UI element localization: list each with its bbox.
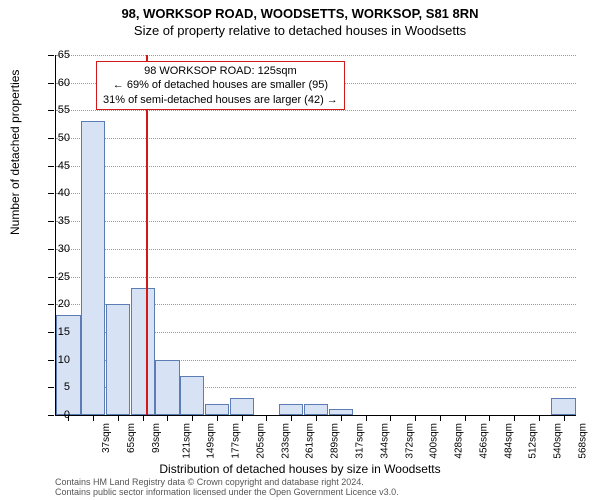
- y-tick-label: 55: [40, 104, 70, 116]
- x-tick: [167, 415, 168, 421]
- x-tick-label: 261sqm: [305, 423, 316, 459]
- y-tick-label: 45: [40, 160, 70, 172]
- x-tick: [440, 415, 441, 421]
- y-tick-label: 25: [40, 271, 70, 283]
- x-tick: [415, 415, 416, 421]
- y-tick-label: 60: [40, 77, 70, 89]
- x-tick: [465, 415, 466, 421]
- gridline: [56, 55, 576, 56]
- y-axis-title: Number of detached properties: [8, 70, 22, 235]
- x-tick: [390, 415, 391, 421]
- x-tick-label: 233sqm: [280, 423, 291, 459]
- gridline: [56, 110, 576, 111]
- gridline: [56, 249, 576, 250]
- x-tick: [266, 415, 267, 421]
- x-tick: [514, 415, 515, 421]
- x-axis-title: Distribution of detached houses by size …: [0, 462, 600, 476]
- x-tick-label: 344sqm: [379, 423, 390, 459]
- histogram-bar: [205, 404, 229, 415]
- annotation-line3: 31% of semi-detached houses are larger (…: [103, 93, 338, 107]
- histogram-bar: [131, 288, 155, 415]
- histogram-bar: [230, 398, 254, 415]
- title-main: 98, WORKSOP ROAD, WOODSETTS, WORKSOP, S8…: [0, 0, 600, 21]
- x-tick: [341, 415, 342, 421]
- x-tick: [489, 415, 490, 421]
- annotation-box: 98 WORKSOP ROAD: 125sqm ← 69% of detache…: [96, 61, 345, 110]
- x-tick: [118, 415, 119, 421]
- x-tick: [316, 415, 317, 421]
- y-tick-label: 35: [40, 215, 70, 227]
- gridline: [56, 221, 576, 222]
- x-tick-label: 400sqm: [429, 423, 440, 459]
- x-tick: [143, 415, 144, 421]
- y-tick-label: 0: [40, 409, 70, 421]
- histogram-bar: [106, 304, 130, 415]
- x-tick-label: 317sqm: [355, 423, 366, 459]
- y-tick-label: 50: [40, 132, 70, 144]
- gridline: [56, 138, 576, 139]
- x-tick-label: 372sqm: [404, 423, 415, 459]
- x-tick: [217, 415, 218, 421]
- footer-line2: Contains public sector information licen…: [55, 488, 399, 498]
- x-tick-label: 65sqm: [126, 423, 137, 453]
- y-tick-label: 20: [40, 298, 70, 310]
- annotation-line2: ← 69% of detached houses are smaller (95…: [103, 78, 338, 92]
- x-tick: [539, 415, 540, 421]
- histogram-bar: [551, 398, 575, 415]
- x-tick-label: 205sqm: [256, 423, 267, 459]
- x-tick-label: 149sqm: [206, 423, 217, 459]
- x-tick: [366, 415, 367, 421]
- y-tick-label: 30: [40, 243, 70, 255]
- histogram-bar: [304, 404, 328, 415]
- y-tick-label: 15: [40, 326, 70, 338]
- x-tick: [93, 415, 94, 421]
- x-tick-label: 484sqm: [503, 423, 514, 459]
- x-tick-label: 121sqm: [181, 423, 192, 459]
- x-tick-label: 456sqm: [478, 423, 489, 459]
- y-tick-label: 5: [40, 381, 70, 393]
- histogram-bar: [81, 121, 105, 415]
- x-tick-label: 37sqm: [101, 423, 112, 453]
- histogram-bar: [180, 376, 204, 415]
- x-tick-label: 568sqm: [577, 423, 588, 459]
- x-tick: [564, 415, 565, 421]
- footer-text: Contains HM Land Registry data © Crown c…: [55, 478, 399, 498]
- x-tick: [242, 415, 243, 421]
- gridline: [56, 277, 576, 278]
- x-tick: [192, 415, 193, 421]
- y-tick-label: 65: [40, 49, 70, 61]
- x-tick-label: 512sqm: [528, 423, 539, 459]
- x-tick-label: 428sqm: [454, 423, 465, 459]
- gridline: [56, 166, 576, 167]
- histogram-plot: 98 WORKSOP ROAD: 125sqm ← 69% of detache…: [55, 55, 576, 416]
- y-tick-label: 40: [40, 187, 70, 199]
- title-sub: Size of property relative to detached ho…: [0, 21, 600, 38]
- x-tick-label: 540sqm: [553, 423, 564, 459]
- histogram-bar: [279, 404, 303, 415]
- annotation-line1: 98 WORKSOP ROAD: 125sqm: [103, 64, 338, 78]
- x-tick-label: 177sqm: [231, 423, 242, 459]
- x-tick-label: 289sqm: [330, 423, 341, 459]
- histogram-bar: [155, 360, 179, 415]
- x-tick-label: 93sqm: [151, 423, 162, 453]
- gridline: [56, 193, 576, 194]
- x-tick: [291, 415, 292, 421]
- y-tick-label: 10: [40, 354, 70, 366]
